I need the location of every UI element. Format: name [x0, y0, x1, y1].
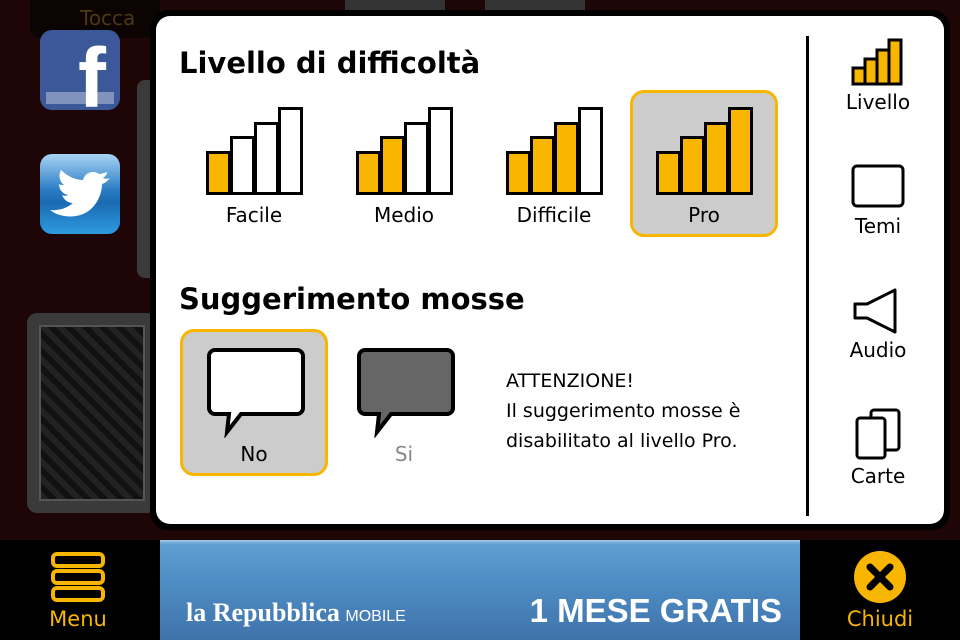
facebook-icon[interactable]: f — [40, 30, 120, 110]
hint-label: Si — [394, 442, 414, 466]
nav-label: Temi — [854, 214, 902, 238]
bar — [404, 122, 429, 195]
speech-bubble-icon — [357, 348, 455, 438]
bar — [578, 107, 603, 195]
menu-button[interactable]: Menu — [30, 550, 126, 631]
twitter-icon[interactable] — [40, 154, 120, 234]
hint-option-no[interactable]: No — [180, 329, 328, 476]
hint-label: No — [240, 442, 268, 466]
card-top — [485, 0, 585, 12]
cards-icon — [855, 408, 901, 460]
bar — [380, 136, 405, 195]
warning-line: Il suggerimento mosse è — [506, 400, 741, 422]
speaker-icon — [853, 288, 897, 334]
bar — [278, 107, 303, 195]
hint-option-si[interactable]: Si — [330, 329, 478, 476]
bar — [506, 151, 531, 195]
ad-brand-name: la Repubblica — [186, 598, 340, 627]
bar — [428, 107, 453, 195]
nav-label: Audio — [849, 338, 907, 362]
difficulty-label: Difficile — [516, 203, 592, 227]
signal-bars-icon — [656, 107, 754, 195]
warning-line: ATTENZIONE! — [506, 370, 635, 392]
nav-label: Livello — [845, 90, 911, 114]
close-icon — [854, 551, 906, 603]
card-deck — [27, 313, 157, 513]
bar — [206, 151, 231, 195]
nav-label: Carte — [850, 464, 906, 488]
difficulty-label: Medio — [373, 203, 435, 227]
ad-brand-suffix: MOBILE — [345, 608, 406, 625]
difficulty-option-pro[interactable]: Pro — [630, 90, 778, 237]
signal-bars-icon — [851, 38, 903, 86]
nav-livello[interactable]: Livello — [816, 38, 940, 114]
difficulty-option-facile[interactable]: Facile — [180, 90, 328, 237]
rectangle-icon — [851, 164, 905, 208]
bar — [530, 136, 555, 195]
ad-banner[interactable]: la Repubblica MOBILE 1 MESE GRATIS — [160, 540, 800, 640]
bar — [356, 151, 381, 195]
card-top — [345, 0, 445, 12]
ad-promo: 1 MESE GRATIS — [529, 592, 782, 629]
bar — [656, 151, 681, 195]
close-label: Chiudi — [846, 607, 914, 631]
bar — [554, 122, 579, 195]
nav-carte[interactable]: Carte — [816, 408, 940, 488]
settings-panel: Livello di difficoltà Facile Medio Diffici… — [150, 10, 950, 530]
bar — [230, 136, 255, 195]
bar — [254, 122, 279, 195]
hint-warning: ATTENZIONE! Il suggerimento mosse è disa… — [506, 366, 740, 456]
speech-bubble-icon — [207, 348, 305, 438]
difficulty-label: Pro — [688, 203, 720, 227]
warning-line: disabilitato al livello Pro. — [506, 430, 738, 452]
difficulty-option-difficile[interactable]: Difficile — [480, 90, 628, 237]
bar — [680, 136, 705, 195]
close-button[interactable]: Chiudi — [832, 550, 928, 631]
signal-bars-icon — [356, 107, 454, 195]
divider — [806, 36, 809, 516]
difficulty-option-medio[interactable]: Medio — [330, 90, 478, 237]
menu-label: Menu — [49, 607, 107, 631]
nav-temi[interactable]: Temi — [816, 164, 940, 238]
tocca-label: Tocca — [80, 6, 136, 30]
difficulty-label: Facile — [225, 203, 283, 227]
difficulty-title: Livello di difficoltà — [179, 46, 481, 80]
signal-bars-icon — [506, 107, 604, 195]
ad-brand: la Repubblica MOBILE — [186, 598, 406, 628]
bar — [704, 122, 729, 195]
menu-icon — [51, 552, 105, 602]
hints-title: Suggerimento mosse — [179, 282, 525, 316]
signal-bars-icon — [206, 107, 304, 195]
bar — [728, 107, 753, 195]
nav-audio[interactable]: Audio — [816, 288, 940, 362]
